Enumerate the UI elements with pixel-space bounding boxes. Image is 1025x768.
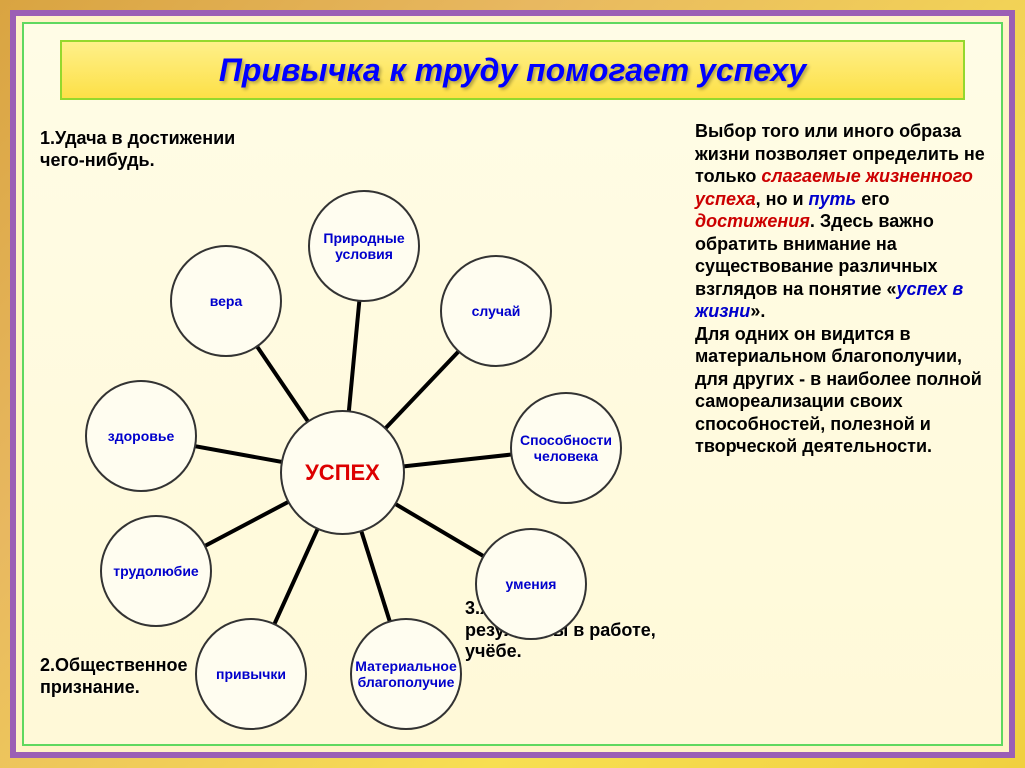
- satellite-node: умения: [475, 528, 587, 640]
- annotation-note: 2.Общественное признание.: [40, 655, 220, 698]
- satellite-node: Способности человека: [510, 392, 622, 504]
- text-span: Для одних он видится в материальном благ…: [695, 324, 982, 457]
- center-node: УСПЕХ: [280, 410, 405, 535]
- satellite-node: трудолюбие: [100, 515, 212, 627]
- satellite-node: привычки: [195, 618, 307, 730]
- explanatory-text: Выбор того или иного образа жизни позвол…: [695, 120, 985, 458]
- text-span: , но и: [756, 189, 809, 209]
- annotation-note: 1.Удача в достижении чего-нибудь.: [40, 128, 240, 171]
- satellite-node: случай: [440, 255, 552, 367]
- satellite-node: вера: [170, 245, 282, 357]
- content-area: УСПЕХ Природные условияслучай Способности …: [40, 110, 985, 733]
- text-span: его: [861, 189, 889, 209]
- radial-diagram: УСПЕХ Природные условияслучай Способности …: [40, 110, 680, 730]
- title-bar: Привычка к труду помогает успеху: [60, 40, 965, 100]
- text-span: ».: [750, 301, 765, 321]
- satellite-node: здоровье: [85, 380, 197, 492]
- satellite-node: Природные условия: [308, 190, 420, 302]
- satellite-node: Материальное благополучие: [350, 618, 462, 730]
- text-span: путь: [809, 189, 862, 209]
- page-title: Привычка к труду помогает успеху: [219, 52, 806, 89]
- text-span: достижения: [695, 211, 810, 231]
